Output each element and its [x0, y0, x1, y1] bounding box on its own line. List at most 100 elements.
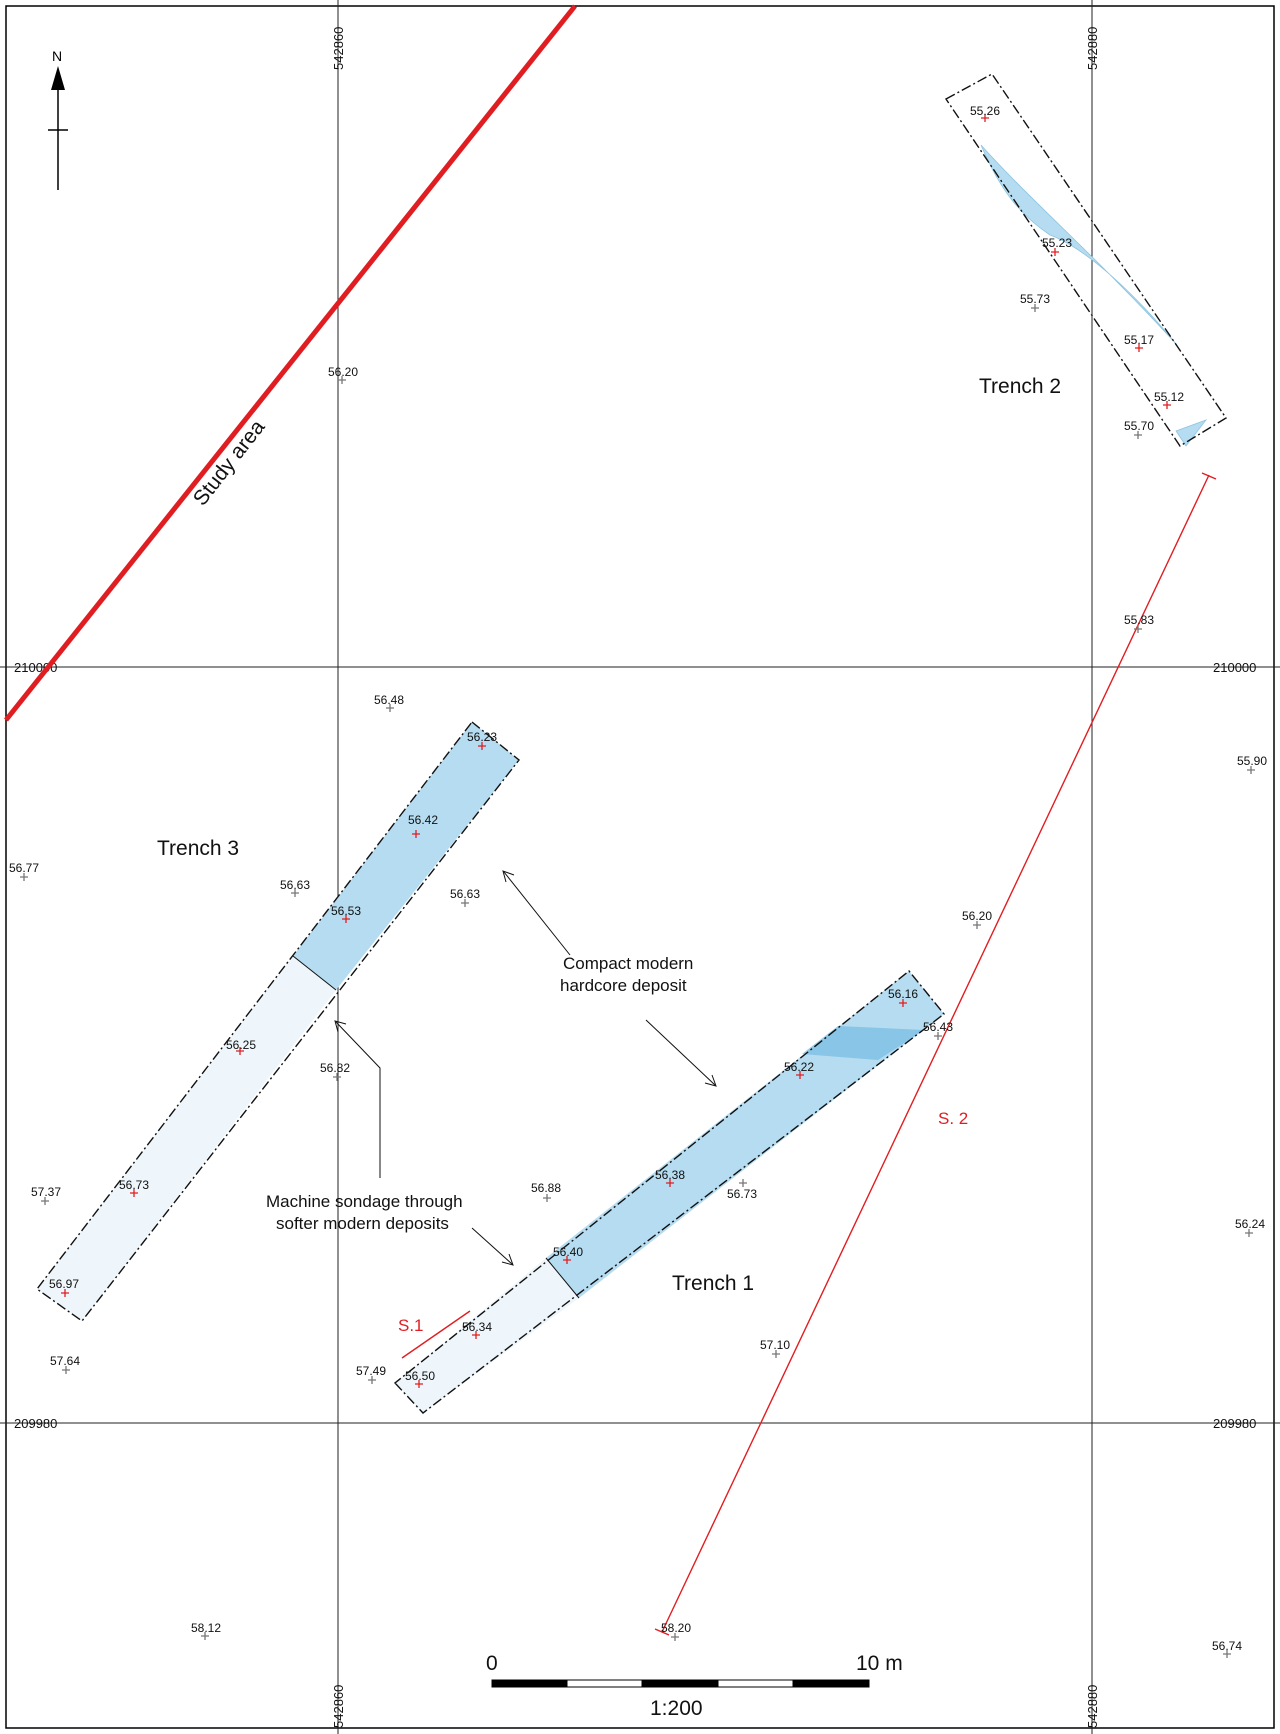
spot-marker-icon: [472, 1331, 480, 1339]
annotation-hardcore-line-2: hardcore deposit: [560, 976, 687, 995]
trench-1-sondage-fill: [395, 1258, 579, 1413]
level-label-trench: 56.34: [462, 1320, 492, 1334]
leader-hardcore-to-trench-1-arrow-icon: [704, 1074, 717, 1087]
north-arrow-head-icon: [51, 66, 65, 90]
trench-label-2: Trench 2: [979, 375, 1061, 398]
trench-1-dark-deposit-fill: [802, 1026, 924, 1060]
level-label-ground: 56.88: [531, 1181, 561, 1195]
level-label-trench: 56.16: [888, 987, 918, 1001]
spot-marker-icon: [368, 1376, 376, 1384]
spot-marker-icon: [739, 1179, 747, 1187]
level-label-ground: 57.10: [760, 1338, 790, 1352]
level-label-ground: 56.63: [450, 887, 480, 901]
grid-label-easting-bottom-left: 542860: [331, 1685, 346, 1728]
spot-marker-icon: [61, 1289, 69, 1297]
scale-bar-segment: [641, 1679, 719, 1688]
trench-3-division-line: [292, 955, 337, 991]
study-area-boundary-line: [4, 4, 577, 722]
level-label-ground: 56.74: [1212, 1639, 1242, 1653]
trench-label-1: Trench 1: [672, 1272, 754, 1295]
spot-marker-icon: [333, 1073, 341, 1081]
level-label-ground: 56.48: [374, 693, 404, 707]
spot-marker-icon: [412, 830, 420, 838]
level-label-trench: 55.12: [1154, 390, 1184, 404]
level-label-trench: 56.23: [467, 730, 497, 744]
section-line-s2-end-tick: [1201, 472, 1217, 480]
level-label-trench: 55.23: [1042, 236, 1072, 250]
level-label-ground: 56.63: [280, 878, 310, 892]
grid-label-northing-left-bottom: 209980: [14, 1416, 57, 1431]
level-label-ground: 56.20: [962, 909, 992, 923]
leader-hardcore-to-trench-3-arrow-icon: [502, 870, 515, 883]
leader-sondage-to-trench-3: [335, 1021, 381, 1178]
grid-label-northing-right-bottom: 209980: [1213, 1416, 1256, 1431]
spot-marker-icon: [1245, 1229, 1253, 1237]
leader-sondage-to-trench-1-arrow-icon: [501, 1253, 514, 1266]
level-label-trench: 56.50: [405, 1369, 435, 1383]
scale-bar-end-label: 10 m: [856, 1652, 903, 1675]
annotation-sondage-line-2: softer modern deposits: [276, 1214, 449, 1233]
spot-marker-icon: [973, 921, 981, 929]
spot-marker-icon: [342, 915, 350, 923]
trench-2-deposit-fill: [980, 144, 1178, 346]
level-label-trench: 56.40: [553, 1245, 583, 1259]
level-label-trench: 56.73: [119, 1178, 149, 1192]
ground-spot-levels: [20, 304, 1255, 1658]
trench-2-outline: [944, 73, 1227, 447]
trench-3: [36, 721, 520, 1322]
section-line-s2-start-tick: [654, 1628, 670, 1636]
scale-bar-segment: [566, 1679, 643, 1688]
level-label-ground: 55.90: [1237, 754, 1267, 768]
spot-marker-icon: [543, 1194, 551, 1202]
level-label-ground: 56.20: [328, 365, 358, 379]
level-label-ground: 57.64: [50, 1354, 80, 1368]
trench-2-corner-fill: [1175, 419, 1208, 447]
level-label-ground: 58.20: [661, 1621, 691, 1635]
grid-label-easting-bottom-right: 542880: [1085, 1685, 1100, 1728]
spot-marker-icon: [201, 1632, 209, 1640]
grid-label-easting-top-right: 542880: [1085, 27, 1100, 70]
level-label-ground: 55.83: [1124, 613, 1154, 627]
spot-marker-icon: [1051, 248, 1059, 256]
spot-marker-icon: [1247, 766, 1255, 774]
level-label-ground: 55.73: [1020, 292, 1050, 306]
scale-bar-segment: [717, 1679, 794, 1688]
spot-marker-icon: [666, 1179, 674, 1187]
section-line-s2: [654, 472, 1217, 1636]
spot-marker-icon: [478, 742, 486, 750]
grid-label-northing-right-top: 210000: [1213, 660, 1256, 675]
spot-marker-icon: [1031, 304, 1039, 312]
trench-1-outline: [393, 970, 945, 1414]
trench-label-3: Trench 3: [157, 837, 239, 860]
scale-bar: 0 10 m 1:200: [486, 1652, 903, 1720]
trench-3-hardcore-fill: [293, 722, 519, 990]
spot-marker-icon: [1223, 1650, 1231, 1658]
spot-marker-icon: [20, 873, 28, 881]
annotation-leaders: [334, 870, 717, 1266]
spot-marker-icon: [899, 999, 907, 1007]
spot-marker-icon: [291, 889, 299, 897]
level-label-trench: 56.25: [226, 1038, 256, 1052]
level-label-ground: 56.73: [727, 1187, 757, 1201]
level-label-ground: 56.24: [1235, 1217, 1265, 1231]
north-label: N: [52, 48, 62, 64]
level-label-ground: 58.12: [191, 1621, 221, 1635]
level-label-trench: 56.38: [655, 1168, 685, 1182]
section-line-s1: [401, 1310, 471, 1359]
annotation-hardcore-line-1: Compact modern: [563, 954, 693, 973]
trench-2: [944, 73, 1227, 447]
trench-1-hardcore-fill: [546, 971, 944, 1298]
map-frame: [5, 5, 1275, 1729]
north-arrow: N: [48, 48, 68, 190]
section-label-s2: S. 2: [938, 1109, 968, 1128]
spot-marker-icon: [1134, 431, 1142, 439]
level-label-trench: 56.42: [408, 813, 438, 827]
trench-spot-levels: [61, 114, 1171, 1388]
level-label-trench: 56.22: [784, 1060, 814, 1074]
spot-marker-icon: [934, 1032, 942, 1040]
spot-marker-icon: [130, 1189, 138, 1197]
trench-1-division-line: [545, 1257, 580, 1299]
scale-bar-start-label: 0: [486, 1652, 498, 1675]
